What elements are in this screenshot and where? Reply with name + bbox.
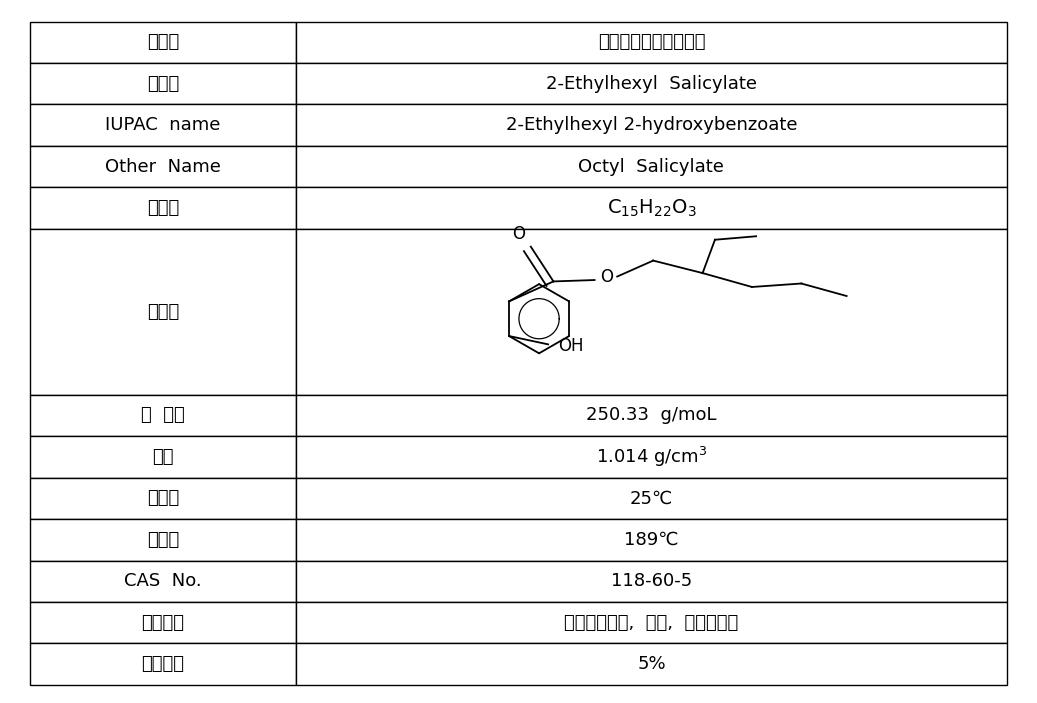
Text: $\mathrm{1.014\ g/cm^3}$: $\mathrm{1.014\ g/cm^3}$ — [595, 445, 707, 469]
Text: IUPAC  name: IUPAC name — [105, 116, 221, 134]
Bar — [296, 643, 1007, 685]
Text: Octyl  Salicylate: Octyl Salicylate — [579, 157, 724, 176]
Bar — [30, 63, 296, 105]
Text: 189℃: 189℃ — [624, 531, 678, 549]
Text: Other  Name: Other Name — [105, 157, 221, 176]
Bar — [296, 188, 1007, 229]
Text: OH: OH — [558, 337, 584, 355]
Bar — [30, 602, 296, 643]
Bar — [30, 105, 296, 146]
Text: 끔는점: 끔는점 — [146, 531, 179, 549]
Text: CAS  No.: CAS No. — [124, 572, 201, 591]
Bar — [30, 146, 296, 188]
Bar — [296, 63, 1007, 105]
Bar — [296, 560, 1007, 602]
Text: 2-Ethylhexyl 2-hydroxybenzoate: 2-Ethylhexyl 2-hydroxybenzoate — [506, 116, 797, 134]
Bar — [30, 477, 296, 519]
Text: 밀도: 밀도 — [152, 448, 173, 466]
Bar — [296, 105, 1007, 146]
Text: 5%: 5% — [637, 655, 666, 673]
Text: O: O — [512, 225, 525, 243]
Bar — [296, 394, 1007, 436]
Bar — [296, 477, 1007, 519]
Bar — [30, 229, 296, 394]
Bar — [296, 436, 1007, 477]
Text: 녹는점: 녹는점 — [146, 489, 179, 508]
Text: 자외선차단제,  향료,  변색방지제: 자외선차단제, 향료, 변색방지제 — [564, 614, 738, 632]
Text: 영문명: 영문명 — [146, 75, 179, 93]
Text: 배합한도: 배합한도 — [141, 655, 185, 673]
Bar — [30, 22, 296, 63]
Bar — [296, 229, 1007, 394]
Bar — [30, 519, 296, 560]
Bar — [296, 22, 1007, 63]
Text: 2-Ethylhexyl  Salicylate: 2-Ethylhexyl Salicylate — [545, 75, 757, 93]
Text: 몰  질량: 몰 질량 — [141, 406, 185, 425]
Bar — [30, 643, 296, 685]
Text: 25℃: 25℃ — [629, 489, 673, 508]
Text: 118-60-5: 118-60-5 — [611, 572, 692, 591]
Bar — [296, 519, 1007, 560]
Bar — [30, 560, 296, 602]
Text: 성분명: 성분명 — [146, 33, 179, 51]
Bar — [30, 436, 296, 477]
Text: 250.33  g/moL: 250.33 g/moL — [586, 406, 717, 425]
Bar — [30, 394, 296, 436]
Bar — [30, 188, 296, 229]
Text: 배합목적: 배합목적 — [141, 614, 185, 632]
Text: 에칠헥슬살리슬레이트: 에칠헥슬살리슬레이트 — [597, 33, 705, 51]
Bar — [296, 602, 1007, 643]
Text: 구조식: 구조식 — [146, 303, 179, 321]
Text: O: O — [600, 268, 614, 285]
Text: 분자식: 분자식 — [146, 199, 179, 217]
Text: $\mathrm{C_{15}H_{22}O_3}$: $\mathrm{C_{15}H_{22}O_3}$ — [607, 198, 696, 219]
Bar — [296, 146, 1007, 188]
